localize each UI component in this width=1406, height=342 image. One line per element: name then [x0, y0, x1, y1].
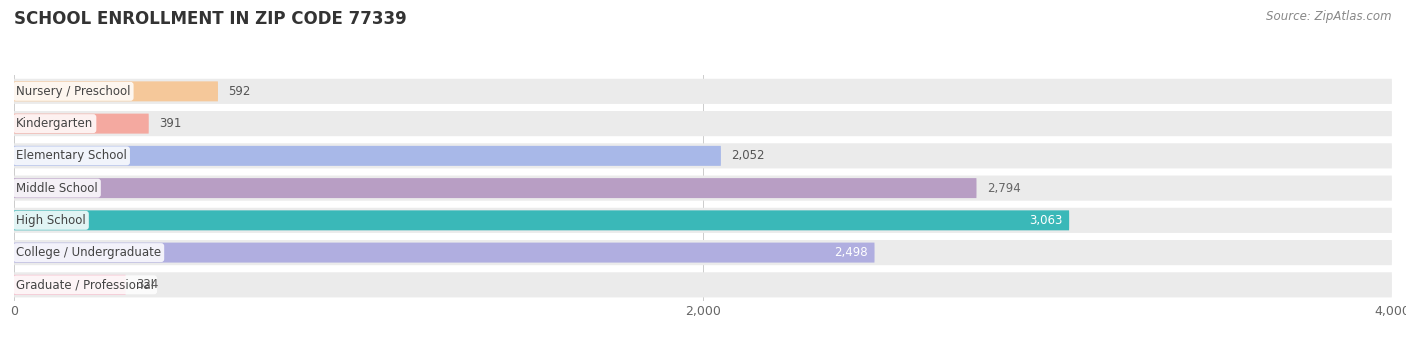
FancyBboxPatch shape — [14, 240, 1392, 265]
FancyBboxPatch shape — [14, 143, 1392, 168]
Text: Kindergarten: Kindergarten — [15, 117, 93, 130]
Text: 2,498: 2,498 — [834, 246, 868, 259]
FancyBboxPatch shape — [14, 146, 721, 166]
FancyBboxPatch shape — [14, 272, 1392, 298]
Text: College / Undergraduate: College / Undergraduate — [15, 246, 162, 259]
FancyBboxPatch shape — [14, 210, 1069, 231]
Text: Elementary School: Elementary School — [15, 149, 127, 162]
FancyBboxPatch shape — [14, 175, 1392, 201]
Text: Middle School: Middle School — [15, 182, 98, 195]
FancyBboxPatch shape — [14, 79, 1392, 104]
FancyBboxPatch shape — [14, 114, 149, 134]
Text: 391: 391 — [159, 117, 181, 130]
FancyBboxPatch shape — [14, 81, 218, 101]
Text: 324: 324 — [136, 278, 159, 291]
Text: 3,063: 3,063 — [1029, 214, 1063, 227]
Text: Graduate / Professional: Graduate / Professional — [15, 278, 155, 291]
Text: 2,052: 2,052 — [731, 149, 765, 162]
FancyBboxPatch shape — [14, 178, 977, 198]
FancyBboxPatch shape — [14, 242, 875, 263]
Text: High School: High School — [15, 214, 86, 227]
Text: 2,794: 2,794 — [987, 182, 1021, 195]
Text: Source: ZipAtlas.com: Source: ZipAtlas.com — [1267, 10, 1392, 23]
FancyBboxPatch shape — [14, 111, 1392, 136]
Text: 592: 592 — [228, 85, 250, 98]
Text: SCHOOL ENROLLMENT IN ZIP CODE 77339: SCHOOL ENROLLMENT IN ZIP CODE 77339 — [14, 10, 406, 28]
FancyBboxPatch shape — [14, 208, 1392, 233]
Text: Nursery / Preschool: Nursery / Preschool — [15, 85, 131, 98]
FancyBboxPatch shape — [14, 275, 125, 295]
